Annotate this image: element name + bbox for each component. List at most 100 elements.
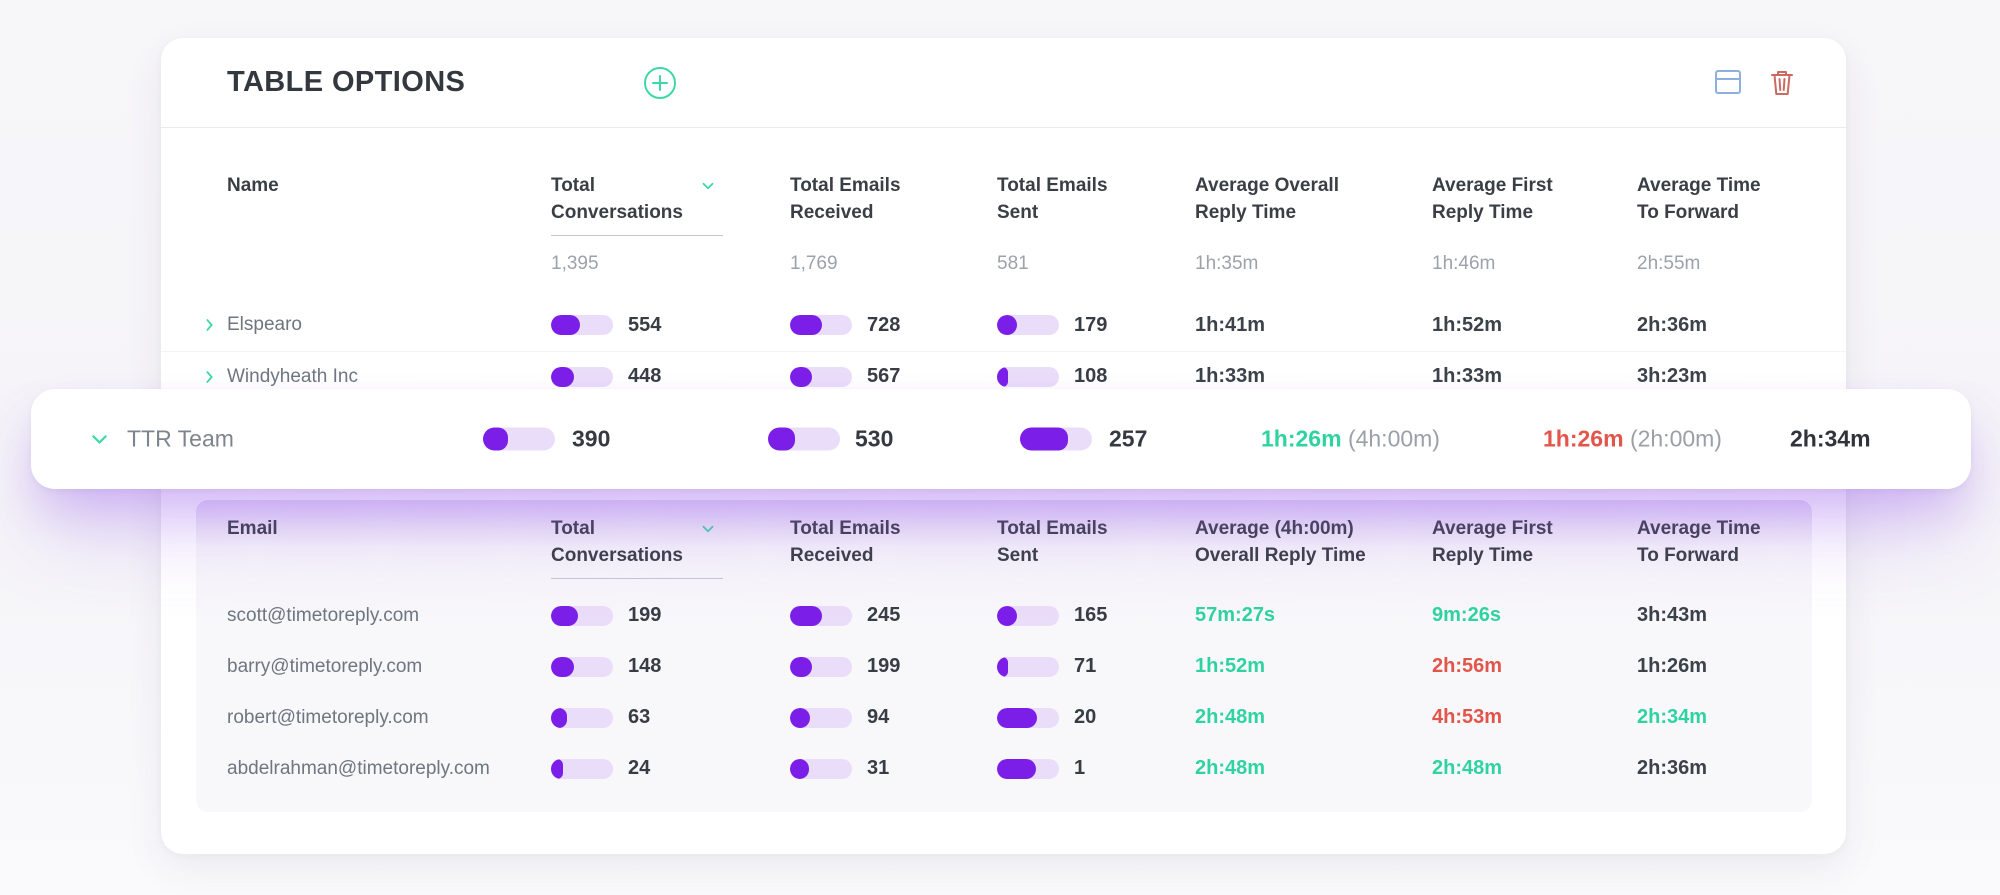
sort-chevron-down-icon[interactable] xyxy=(699,177,717,195)
progress-bar xyxy=(551,315,613,336)
agent-email: scott@timetoreply.com xyxy=(227,604,420,626)
table-row[interactable]: scott@timetoreply.com 199 245 165 57m:27… xyxy=(161,590,1846,641)
received-cell: 94 xyxy=(790,706,997,729)
sorted-column-underline xyxy=(551,577,723,579)
progress-bar xyxy=(768,427,840,451)
teams-table: Name Total Conversations Total Emails Re… xyxy=(161,173,1846,402)
avg-overall-cell: 2h:48m xyxy=(1195,706,1266,728)
received-cell: 199 xyxy=(790,655,997,678)
column-header-avg-overall-reply[interactable]: Average Overall Reply Time xyxy=(1195,175,1339,223)
progress-bar xyxy=(790,758,852,779)
column-header-total-emails-sent[interactable]: Total Emails Sent xyxy=(997,175,1108,223)
table-row[interactable]: barry@timetoreply.com 148 199 71 1h:52m … xyxy=(161,641,1846,692)
column-header-avg-first-reply[interactable]: Average First Reply Time xyxy=(1432,175,1553,223)
avg-overall-cell: 1h:52m xyxy=(1195,655,1266,677)
sent-cell: 20 xyxy=(997,706,1195,729)
received-value: 530 xyxy=(855,425,894,452)
chevron-right-icon[interactable] xyxy=(201,368,218,385)
avg-forward-cell: 2h:34m xyxy=(1637,706,1708,728)
column-header-total-emails-received[interactable]: Total Emails Received xyxy=(790,175,901,223)
chevron-right-icon[interactable] xyxy=(201,317,218,334)
table-row[interactable]: Elspearo 554 728 179 1h:41m 1h:52m 2h:36… xyxy=(161,300,1846,351)
avg-forward-sum: 2h:55m xyxy=(1637,252,1701,274)
avg-forward-cell: 2h:36m xyxy=(1637,757,1708,779)
avg-forward-cell: 3h:43m xyxy=(1637,604,1708,626)
sent-cell: 165 xyxy=(997,604,1195,627)
sent-cell: 179 xyxy=(997,314,1195,337)
column-header-avg-time-forward[interactable]: Average Time To Forward xyxy=(1637,175,1761,223)
column-header-total-emails-sent[interactable]: Total Emails Sent xyxy=(997,518,1108,566)
trash-icon xyxy=(1771,71,1793,95)
column-header-email: Email xyxy=(227,518,278,539)
chevron-down-icon[interactable] xyxy=(89,429,110,450)
avg-overall-cell: 57m:27s xyxy=(1195,604,1276,626)
team-name: TTR Team xyxy=(127,425,234,452)
avg-overall-cell: 1h:33m xyxy=(1195,365,1266,388)
conversations-cell: 554 xyxy=(551,314,790,337)
avg-first-cell: 4h:53m xyxy=(1432,706,1503,728)
sent-cell: 1 xyxy=(997,757,1195,780)
progress-bar xyxy=(551,605,613,626)
agent-email: barry@timetoreply.com xyxy=(227,655,423,677)
avg-overall-target: (4h:00m) xyxy=(1347,425,1440,452)
progress-bar xyxy=(551,366,613,387)
conversations-value: 390 xyxy=(572,425,611,452)
avg-first-target: (2h:00m) xyxy=(1629,425,1722,452)
avg-forward-cell: 2h:36m xyxy=(1637,313,1708,336)
avg-first-cell: 1h:52m xyxy=(1432,313,1503,336)
table-layout-icon xyxy=(1715,70,1741,94)
total-conversations-sum: 1,395 xyxy=(551,252,599,274)
progress-bar xyxy=(483,427,555,451)
plus-circle-icon xyxy=(644,67,676,99)
add-column-button[interactable] xyxy=(643,66,677,100)
total-received-sum: 1,769 xyxy=(790,252,838,274)
delete-table-button[interactable] xyxy=(1766,66,1798,98)
team-name: Elspearo xyxy=(227,314,302,336)
avg-first-sum: 1h:46m xyxy=(1432,252,1496,274)
avg-first-cell: 2h:48m xyxy=(1432,757,1503,779)
progress-bar xyxy=(790,707,852,728)
avg-first-cell: 1h:26m (2h:00m) xyxy=(1543,426,1722,453)
conversations-cell: 448 xyxy=(551,365,790,388)
progress-bar xyxy=(997,315,1059,336)
progress-bar xyxy=(997,656,1059,677)
total-sent-sum: 581 xyxy=(997,252,1029,274)
progress-bar xyxy=(790,656,852,677)
table-layout-button[interactable] xyxy=(1712,66,1744,98)
avg-forward-cell: 3h:23m xyxy=(1637,365,1708,388)
avg-overall-time: 1h:26m xyxy=(1261,425,1342,452)
avg-first-cell: 1h:33m xyxy=(1432,365,1503,388)
avg-first-cell: 9m:26s xyxy=(1432,604,1501,626)
agent-email: robert@timetoreply.com xyxy=(227,706,429,728)
page-title: TABLE OPTIONS xyxy=(227,66,466,98)
avg-forward-cell: 1h:26m xyxy=(1637,655,1708,677)
column-header-total-conversations[interactable]: Total Conversations xyxy=(551,173,790,236)
received-cell: 31 xyxy=(790,757,997,780)
received-cell: 245 xyxy=(790,604,997,627)
progress-bar xyxy=(997,605,1059,626)
table-row[interactable]: Windyheath Inc 448 567 108 1h:33m 1h:33m… xyxy=(161,350,1846,402)
progress-bar xyxy=(1020,427,1092,451)
agent-email: abdelrahman@timetoreply.com xyxy=(227,757,490,779)
sent-cell: 108 xyxy=(997,365,1195,388)
column-header-avg-time-forward[interactable]: Average Time To Forward xyxy=(1637,518,1761,566)
column-header-avg-overall-reply[interactable]: Average (4h:00m) Overall Reply Time xyxy=(1195,518,1366,566)
progress-bar xyxy=(790,366,852,387)
column-header-total-emails-received[interactable]: Total Emails Received xyxy=(790,518,901,566)
team-summary-row[interactable]: TTR Team 390 530 257 1h:26m (4h:00m) 1h:… xyxy=(31,389,1971,489)
column-header-total-conversations[interactable]: Total Conversations xyxy=(551,516,790,579)
progress-bar xyxy=(790,315,852,336)
agents-table-header: Email Total Conversations Total Emails R… xyxy=(161,516,1846,590)
progress-bar xyxy=(551,707,613,728)
table-row[interactable]: abdelrahman@timetoreply.com 24 31 1 2h:4… xyxy=(161,743,1846,794)
avg-overall-cell: 1h:26m (4h:00m) xyxy=(1261,426,1440,453)
table-row[interactable]: robert@timetoreply.com 63 94 20 2h:48m 4… xyxy=(161,692,1846,743)
avg-forward-cell: 2h:34m xyxy=(1790,425,1871,452)
received-cell: 567 xyxy=(790,365,997,388)
conversations-cell: 199 xyxy=(551,604,790,627)
received-cell: 728 xyxy=(790,314,997,337)
column-header-avg-first-reply[interactable]: Average First Reply Time xyxy=(1432,518,1553,566)
sort-chevron-down-icon[interactable] xyxy=(699,520,717,538)
avg-overall-cell: 1h:41m xyxy=(1195,313,1266,336)
avg-first-cell: 2h:56m xyxy=(1432,655,1503,677)
